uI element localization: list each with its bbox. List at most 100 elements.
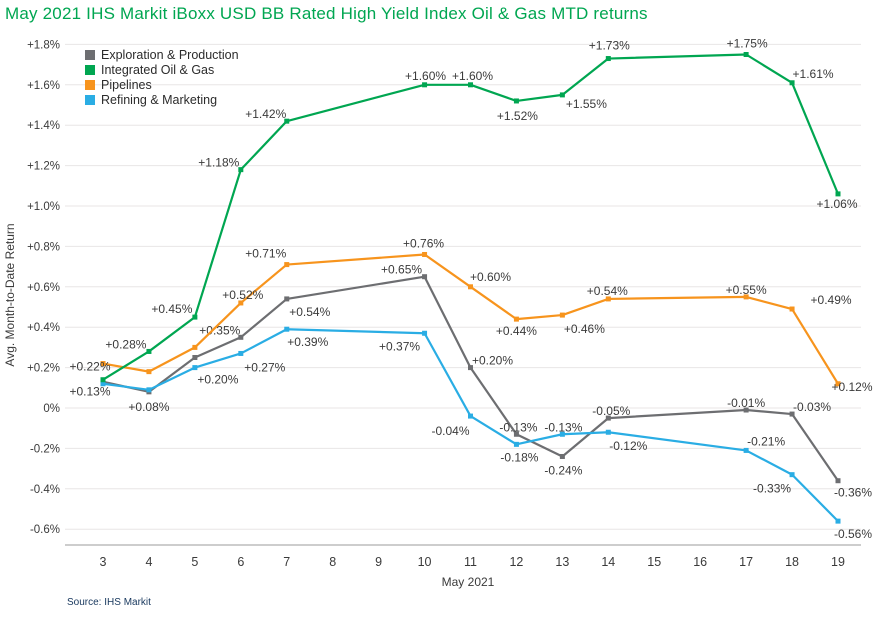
data-point	[468, 413, 473, 419]
x-tick-label: 12	[509, 555, 523, 569]
data-point	[559, 453, 565, 459]
data-point	[192, 344, 198, 350]
chart-title: May 2021 IHS Markit iBoxx USD BB Rated H…	[5, 4, 648, 23]
data-point	[743, 407, 749, 413]
data-point	[100, 361, 106, 367]
data-label: +0.37%	[379, 339, 420, 353]
legend-item-2: Pipelines	[85, 77, 239, 92]
data-point	[100, 377, 106, 383]
x-tick-label: 10	[418, 555, 432, 569]
legend-label: Integrated Oil & Gas	[101, 62, 215, 77]
data-label: +0.49%	[811, 293, 852, 307]
legend-swatch-icon	[85, 64, 95, 75]
data-point	[238, 350, 244, 356]
data-point	[146, 369, 152, 375]
data-point	[789, 80, 795, 86]
x-tick-label: 16	[693, 555, 707, 569]
data-label: +0.13%	[69, 385, 110, 399]
data-point	[468, 284, 473, 290]
y-tick-label: +0.6%	[27, 282, 60, 294]
x-tick-label: 14	[601, 555, 615, 569]
data-label: +1.61%	[793, 67, 834, 81]
data-point	[743, 294, 749, 300]
data-point	[238, 334, 244, 340]
data-label: +1.42%	[245, 107, 286, 121]
data-point	[605, 415, 611, 421]
data-label: -0.04%	[431, 424, 469, 438]
data-point	[284, 118, 290, 124]
x-tick-label: 9	[375, 555, 382, 569]
x-tick-label: 6	[237, 555, 244, 569]
legend-swatch-icon	[85, 79, 95, 90]
data-point	[284, 262, 290, 268]
data-label: +0.22%	[69, 360, 110, 374]
data-point	[835, 191, 841, 197]
data-label: +0.54%	[587, 284, 628, 298]
data-point	[468, 82, 473, 88]
data-label: +1.75%	[727, 37, 768, 51]
data-label: +1.55%	[566, 97, 607, 111]
x-tick-label: 4	[145, 555, 152, 569]
legend-item-3: Refining & Marketing	[85, 92, 239, 107]
data-label: +1.18%	[198, 156, 239, 170]
y-tick-label: -0.2%	[30, 443, 60, 455]
data-label: +0.39%	[287, 335, 328, 349]
legend-swatch-icon	[85, 94, 95, 105]
data-label: -0.21%	[747, 434, 785, 448]
data-point	[468, 365, 473, 371]
data-point	[513, 316, 519, 322]
y-tick-label: +0.4%	[27, 322, 60, 334]
data-label: +0.45%	[151, 302, 192, 316]
data-label: -0.12%	[609, 439, 647, 453]
data-label: +0.27%	[244, 360, 285, 374]
data-point	[605, 429, 611, 435]
data-point	[422, 82, 428, 88]
data-point	[835, 518, 841, 524]
data-point	[743, 447, 749, 453]
data-point	[192, 314, 198, 320]
legend-swatch-icon	[85, 49, 95, 60]
data-point	[284, 326, 290, 332]
data-label: -0.33%	[753, 482, 791, 496]
data-label: -0.01%	[727, 396, 765, 410]
data-label: +1.06%	[816, 197, 857, 211]
data-label: +0.46%	[564, 322, 605, 336]
data-point	[284, 296, 290, 302]
data-label: -0.18%	[500, 450, 538, 464]
legend-label: Pipelines	[101, 77, 152, 92]
data-label: +0.12%	[831, 380, 872, 394]
data-label: +0.20%	[197, 373, 238, 387]
data-point	[743, 52, 749, 57]
data-point	[100, 381, 106, 387]
y-tick-label: +0.8%	[27, 241, 60, 253]
data-label: +0.71%	[245, 247, 286, 261]
x-tick-label: 7	[283, 555, 290, 569]
data-label: +1.52%	[497, 109, 538, 123]
legend-label: Exploration & Production	[101, 47, 239, 62]
legend: Exploration & Production Integrated Oil &…	[85, 47, 239, 107]
y-axis-title: Avg. Month-to-Date Return	[3, 223, 17, 366]
data-label: +0.65%	[381, 263, 422, 277]
data-label: +1.60%	[452, 69, 493, 83]
y-tick-label: +1.4%	[27, 120, 60, 132]
data-point	[559, 92, 565, 98]
x-tick-label: 19	[831, 555, 845, 569]
data-label: -0.56%	[834, 527, 872, 541]
data-point	[238, 300, 244, 306]
data-label: +0.54%	[289, 305, 330, 319]
data-point	[192, 355, 198, 360]
x-axis-title: May 2021	[442, 575, 495, 589]
y-tick-label: +1.2%	[27, 161, 60, 173]
data-point	[789, 306, 795, 312]
y-tick-label: +1.8%	[27, 39, 60, 51]
data-point	[605, 296, 611, 302]
data-label: +0.52%	[222, 288, 263, 302]
x-tick-label: 17	[739, 555, 753, 569]
data-label: +0.28%	[105, 337, 146, 351]
data-point	[513, 98, 519, 104]
source-note: Source: IHS Markit	[67, 597, 151, 608]
legend-item-0: Exploration & Production	[85, 47, 239, 62]
data-label: -0.24%	[544, 463, 582, 477]
data-point	[513, 441, 519, 447]
